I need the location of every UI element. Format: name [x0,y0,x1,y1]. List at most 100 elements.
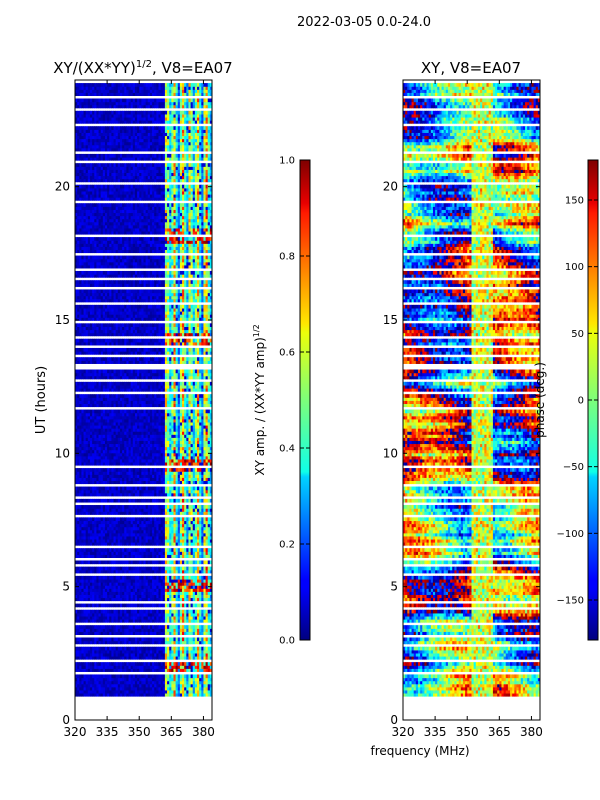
heat-cell [162,578,166,583]
heat-cell [134,588,138,592]
heat-cell [179,625,183,629]
heat-cell [134,548,138,552]
heat-cell [177,403,181,408]
heat-cell [160,520,164,525]
heat-cell [124,477,127,481]
heat-cell [89,591,93,595]
heat-cell [100,409,104,414]
heat-cell [184,542,187,546]
heat-cell [117,474,121,478]
heat-cell [104,585,108,589]
heat-cell [107,649,110,654]
heat-cell [201,686,204,691]
heat-cell [104,517,108,522]
heat-cell [186,508,189,512]
heat-cell [85,575,89,580]
heat-cell [122,569,125,574]
heat-cell [128,498,132,503]
heat-cell [122,637,125,642]
heat-cell [128,588,132,592]
heat-cell [75,609,78,614]
heat-cell [139,655,142,660]
heat-cell [139,686,142,691]
heat-cell [87,486,91,491]
heat-cell [128,424,132,429]
heat-cell [188,680,191,685]
heat-cell [201,689,204,694]
heat-cell [207,689,211,694]
heat-cell [169,686,172,691]
heat-cell [126,674,129,679]
heat-cell [194,526,198,531]
heat-cell [119,646,123,651]
heat-cell [156,665,159,669]
heat-cell [156,569,159,574]
heat-cell [109,412,112,417]
heat-cell [162,474,166,478]
heat-cell [173,603,177,608]
heat-cell [207,437,211,441]
heat-cell [164,517,168,522]
heat-cell [152,646,155,651]
heat-cell [81,692,84,697]
heat-cell [83,520,87,525]
heat-cell [81,542,84,546]
heat-cell [79,489,82,494]
heat-cell [167,449,170,454]
heat-cell [149,424,153,429]
heat-cell [77,486,80,491]
heat-cell [130,554,134,558]
heat-cell [201,668,204,672]
heat-cell [137,505,140,509]
heat-cell [149,582,153,586]
heat-cell [100,692,104,697]
heat-cell [192,560,196,565]
heat-cell [209,582,212,586]
heat-cell [107,526,110,531]
heat-cell [85,538,89,543]
heat-cell [162,458,166,463]
heat-cell [147,619,151,623]
heat-cell [81,477,84,481]
heat-cell [107,486,110,491]
heat-cell [122,443,125,448]
heat-cell [158,523,162,528]
heat-cell [141,498,144,503]
heat-cell [162,566,166,571]
heat-cell [175,655,179,660]
heat-cell [85,569,89,574]
heat-cell [186,609,189,614]
heat-cell [111,686,114,691]
heat-cell [203,631,206,635]
heat-cell [96,409,99,414]
heat-cell [111,468,114,472]
heat-cell [102,421,106,426]
heat-cell [104,535,108,540]
heat-cell [143,631,147,635]
heat-cell [102,538,106,543]
heat-cell [102,569,106,574]
heat-cell [98,551,102,555]
heat-cell [139,588,142,592]
heat-cell [199,505,202,509]
heat-cell [169,409,172,414]
heat-cell [96,668,99,672]
heat-cell [145,455,149,460]
heat-cell [177,446,181,451]
heat-cell [143,455,147,460]
heat-cell [177,674,181,679]
heat-cell [207,615,211,620]
heat-cell [98,649,102,654]
heat-cell [205,649,209,654]
heat-cell [107,505,110,509]
heat-cell [85,523,89,528]
heat-cell [141,458,144,463]
heat-cell [134,631,138,635]
heat-cell [194,597,198,602]
heat-cell [182,418,185,423]
heat-cell [94,665,97,669]
heat-cell [145,520,149,525]
heat-cell [85,461,89,466]
heat-cell [113,461,117,466]
heat-cell [205,585,209,589]
